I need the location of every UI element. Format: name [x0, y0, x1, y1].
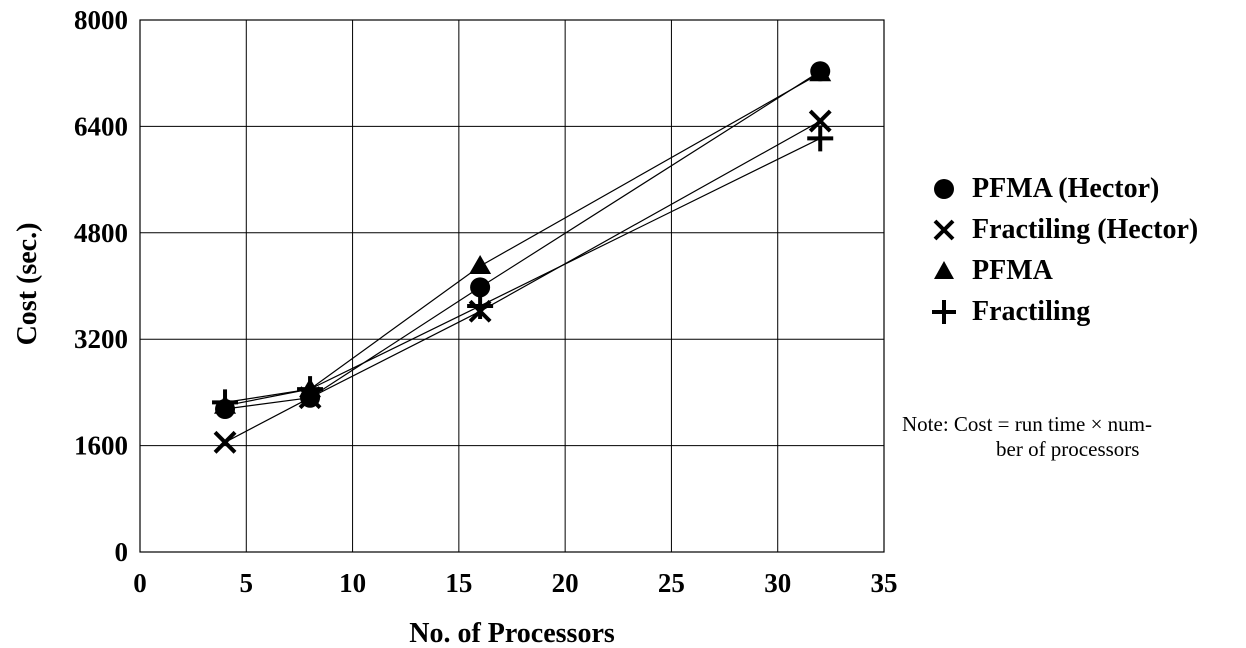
series-line-1: [224, 120, 821, 443]
y-tick-label: 1600: [74, 431, 128, 461]
legend-label: PFMA: [972, 254, 1053, 286]
data-point: [469, 255, 492, 275]
series-line-3: [224, 137, 821, 403]
note-line-2: ber of processors: [996, 437, 1140, 461]
x-tick-label: 35: [871, 568, 898, 598]
legend-label: Fractiling: [972, 295, 1091, 327]
legend: PFMA (Hector) Fractiling (Hector) PFMA F…: [930, 168, 1198, 332]
note-line-1: Note: Cost = run time × num-: [902, 412, 1153, 436]
grid: [139, 19, 885, 553]
x-tick-label: 15: [445, 568, 472, 598]
data-point: [808, 109, 832, 133]
triangle-marker-icon: [934, 260, 954, 279]
legend-item-fractiling: Fractiling: [930, 291, 1198, 332]
data-point: [212, 389, 239, 416]
tick-labels: 0 5 10 15 20 25 30 35 0 1600 3200 4800 6400 8000: [74, 5, 898, 598]
data-point: [213, 430, 237, 454]
series-line-2: [224, 72, 821, 407]
note: Note: Cost = run time × num- ber of proc…: [902, 412, 1152, 462]
series-markers: [212, 61, 834, 454]
x-axis-label: No. of Processors: [409, 618, 615, 648]
plus-marker-icon: [932, 299, 956, 324]
data-point: [470, 277, 491, 298]
data-point: [297, 376, 324, 403]
y-tick-label: 8000: [74, 5, 128, 35]
x-tick-label: 5: [240, 568, 254, 598]
legend-label: Fractiling (Hector): [972, 213, 1199, 245]
plot-frame: [139, 19, 885, 553]
legend-item-pfma: PFMA: [930, 250, 1198, 291]
data-point: [807, 125, 834, 152]
y-tick-label: 6400: [74, 111, 128, 141]
data-point: [467, 292, 494, 319]
x-tick-label: 25: [658, 568, 685, 598]
x-tick-label: 20: [552, 568, 579, 598]
x-tick-label: 30: [764, 568, 791, 598]
legend-label: PFMA (Hector): [972, 172, 1160, 204]
legend-item-fractiling-hector: Fractiling (Hector): [930, 209, 1198, 250]
series-line-0: [224, 70, 821, 410]
x-tick-label: 10: [339, 568, 366, 598]
data-point: [809, 62, 832, 82]
x-marker-icon: [933, 219, 955, 240]
y-tick-label: 3200: [74, 324, 128, 354]
y-axis-label: Cost (sec.): [12, 223, 43, 346]
circle-marker-icon: [934, 178, 954, 199]
series-lines: [224, 70, 821, 443]
x-tick-label: 0: [133, 568, 147, 598]
legend-item-pfma-hector: PFMA (Hector): [930, 168, 1198, 209]
y-tick-label: 0: [115, 537, 129, 567]
y-tick-label: 4800: [74, 218, 128, 248]
